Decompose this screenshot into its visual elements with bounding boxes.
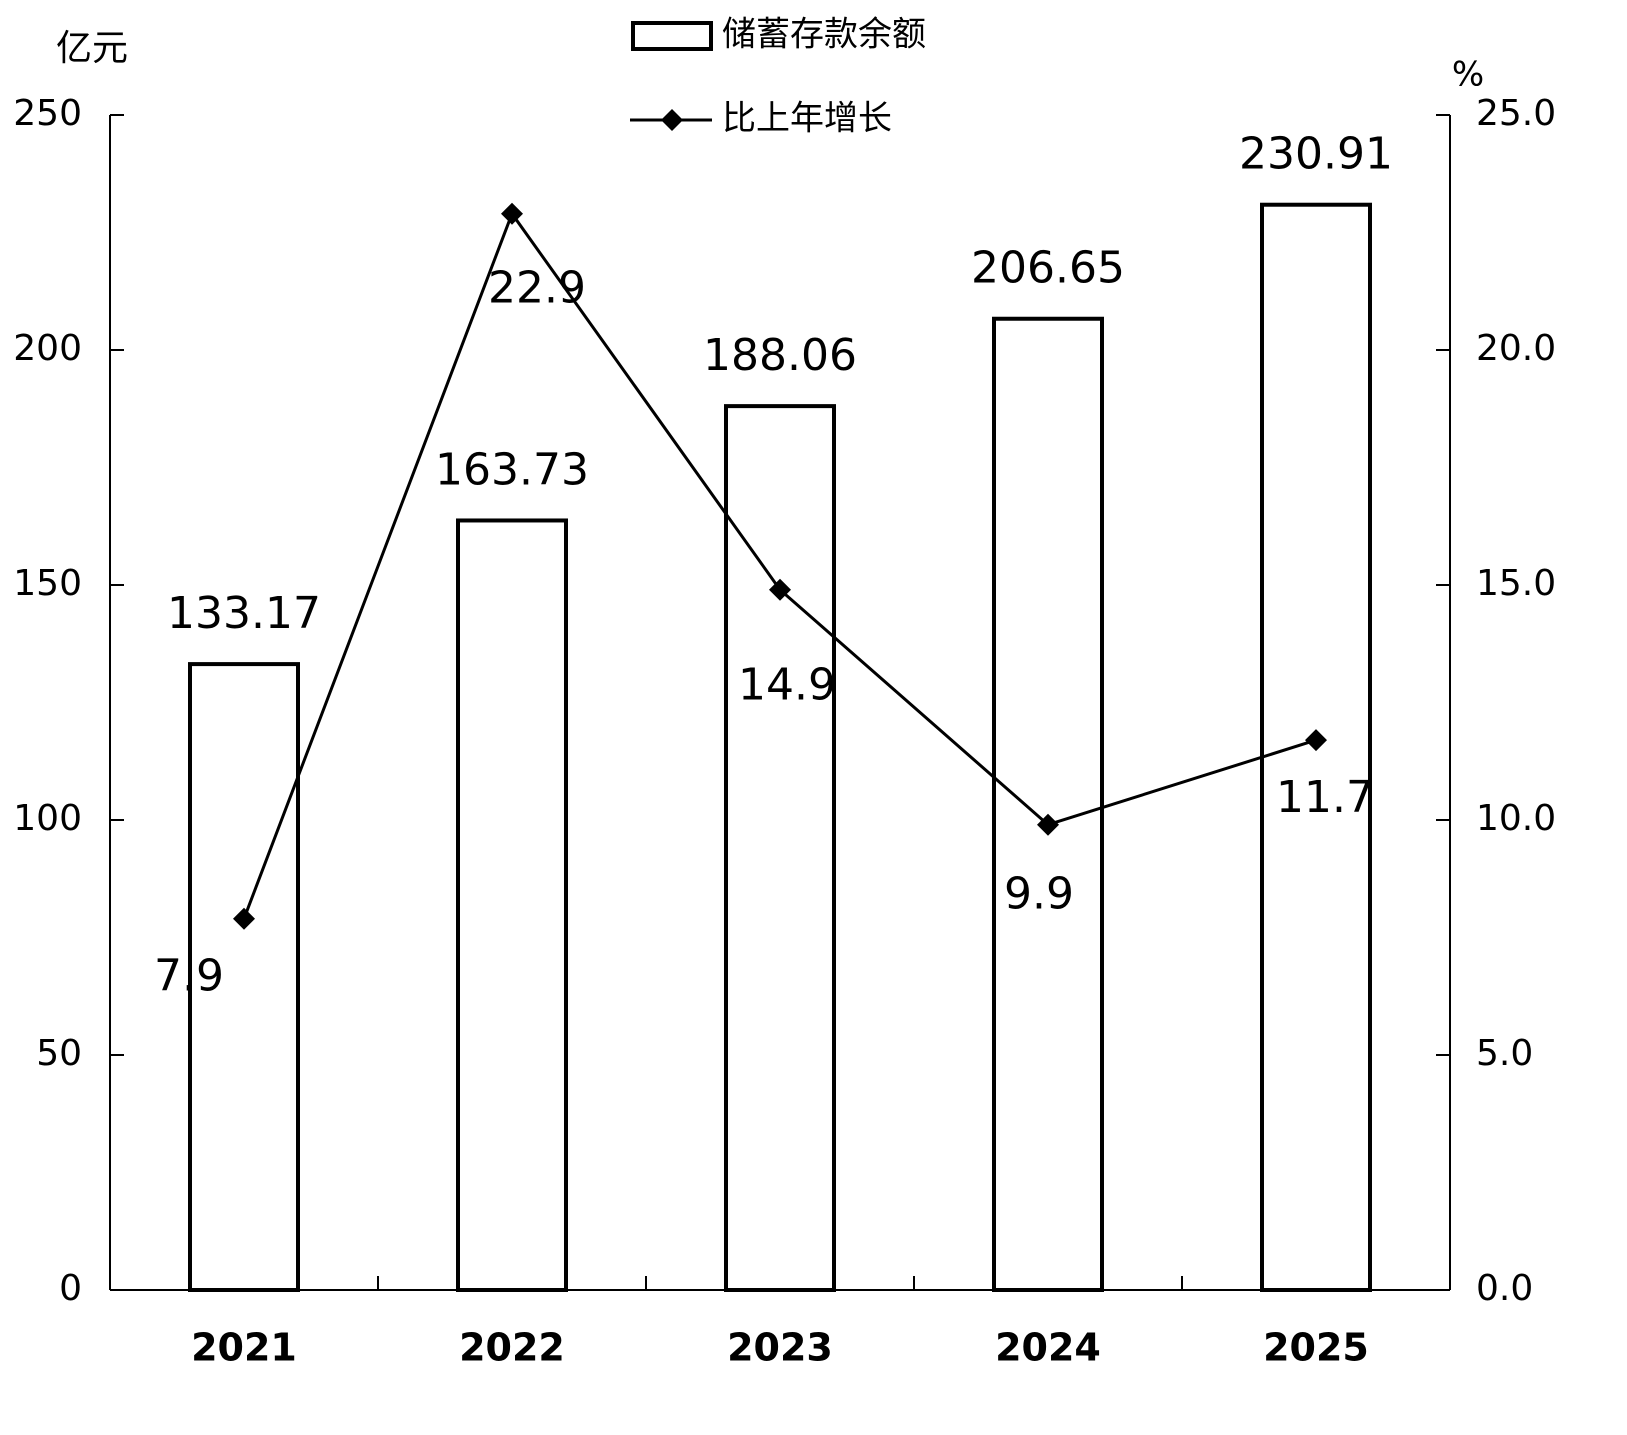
x-tick-label: 2023 xyxy=(727,1326,833,1370)
bar-value-label: 206.65 xyxy=(971,243,1125,294)
bar xyxy=(188,662,300,1292)
y-axis-label: 亿元 xyxy=(56,28,128,69)
bar xyxy=(724,404,836,1293)
legend-label: 比上年增长 xyxy=(722,99,892,139)
bar-value-label: 188.06 xyxy=(703,330,857,381)
line-marker xyxy=(233,907,255,930)
y-tick-label: 50 xyxy=(36,1033,82,1074)
bar xyxy=(992,316,1104,1292)
bar-value-label: 163.73 xyxy=(435,444,589,495)
line-marker xyxy=(1305,729,1327,752)
legend-label: 储蓄存款余额 xyxy=(722,15,926,55)
y-tick-label: 250 xyxy=(13,93,82,134)
x-tick-label: 2022 xyxy=(459,1326,565,1370)
line-value-label: 11.7 xyxy=(1276,772,1374,823)
x-tick-label: 2025 xyxy=(1263,1326,1369,1370)
bar-value-label: 230.91 xyxy=(1239,129,1393,180)
bar xyxy=(456,518,568,1292)
line-marker xyxy=(501,202,523,225)
legend-swatch xyxy=(631,21,713,51)
x-tick-label: 2024 xyxy=(995,1326,1101,1370)
y2-tick-label: 0.0 xyxy=(1476,1268,1533,1309)
line-value-label: 14.9 xyxy=(738,660,836,711)
y-tick-label: 100 xyxy=(13,798,82,839)
line-value-label: 9.9 xyxy=(1004,869,1074,920)
y-tick-label: 200 xyxy=(13,328,82,369)
line-value-label: 7.9 xyxy=(154,951,224,1002)
bar-value-label: 133.17 xyxy=(167,588,321,639)
y2-tick-label: 15.0 xyxy=(1476,563,1556,604)
line-marker xyxy=(769,578,791,601)
y2-tick-label: 20.0 xyxy=(1476,328,1556,369)
y2-tick-label: 5.0 xyxy=(1476,1033,1533,1074)
line-value-label: 22.9 xyxy=(488,263,586,314)
y2-tick-label: 25.0 xyxy=(1476,93,1556,134)
y2-tick-label: 10.0 xyxy=(1476,798,1556,839)
y-tick-label: 0 xyxy=(59,1268,82,1309)
line-marker xyxy=(1037,813,1059,836)
y-tick-label: 150 xyxy=(13,563,82,604)
y2-axis-label: % xyxy=(1452,55,1484,95)
x-tick-label: 2021 xyxy=(191,1326,297,1370)
legend-marker xyxy=(661,109,683,131)
